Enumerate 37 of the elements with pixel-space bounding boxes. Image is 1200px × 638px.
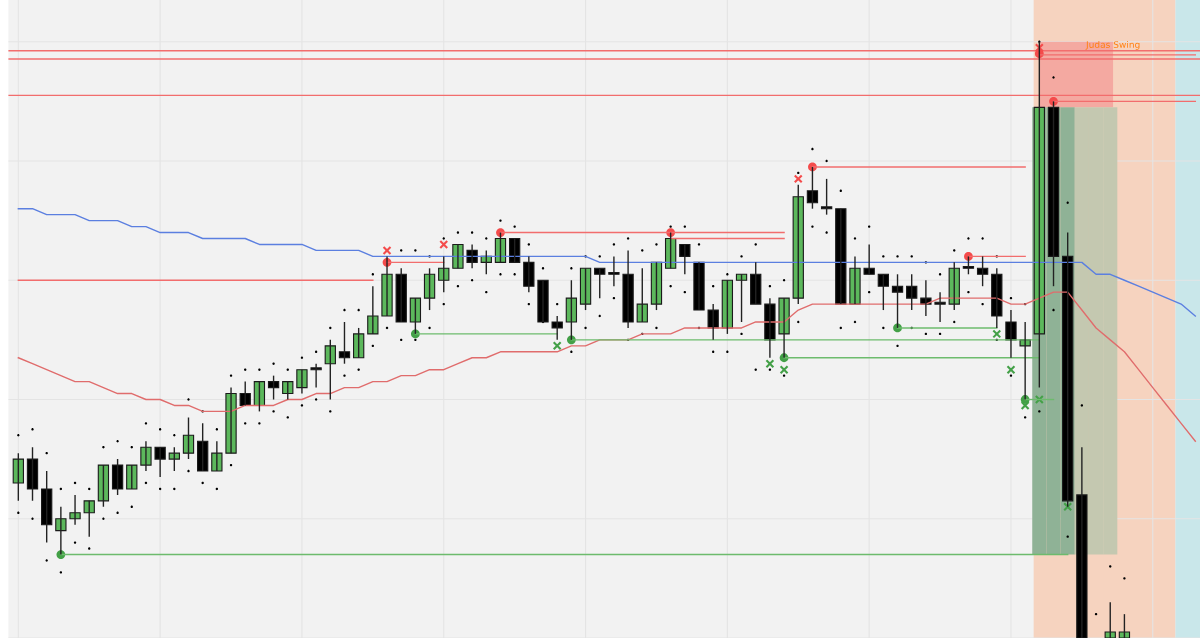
candlestick xyxy=(111,458,124,496)
annotation: Judas Swing xyxy=(1085,40,1140,50)
candlestick xyxy=(395,267,407,323)
candlestick xyxy=(211,440,223,472)
candlestick xyxy=(551,315,563,341)
point xyxy=(1006,365,1016,375)
candlestick xyxy=(97,464,110,508)
candlestick xyxy=(835,207,847,305)
candlestick xyxy=(310,363,322,389)
candlestick xyxy=(636,267,648,323)
candlestick xyxy=(26,446,39,502)
candlestick xyxy=(608,255,620,287)
point xyxy=(779,365,789,375)
candlestick xyxy=(83,500,95,538)
candlestick xyxy=(863,243,875,275)
point xyxy=(1063,502,1073,512)
point xyxy=(1034,394,1044,405)
candlestick xyxy=(948,261,960,311)
candlestick xyxy=(1118,613,1131,638)
candlestick xyxy=(12,452,24,502)
point xyxy=(793,174,803,184)
point xyxy=(552,341,562,351)
candlestick xyxy=(991,267,1003,329)
candlestick xyxy=(452,243,464,270)
candlestick xyxy=(693,261,705,311)
candlestick xyxy=(126,464,138,490)
candlestick xyxy=(296,368,308,395)
point xyxy=(382,245,392,255)
candlestick xyxy=(239,380,251,407)
candlestick xyxy=(367,285,379,335)
point xyxy=(765,359,775,369)
point xyxy=(439,239,449,249)
candlestick xyxy=(438,255,450,293)
candlestick xyxy=(820,178,833,216)
candlestick xyxy=(1104,601,1116,638)
point xyxy=(992,329,1002,339)
candlestick xyxy=(934,291,946,323)
